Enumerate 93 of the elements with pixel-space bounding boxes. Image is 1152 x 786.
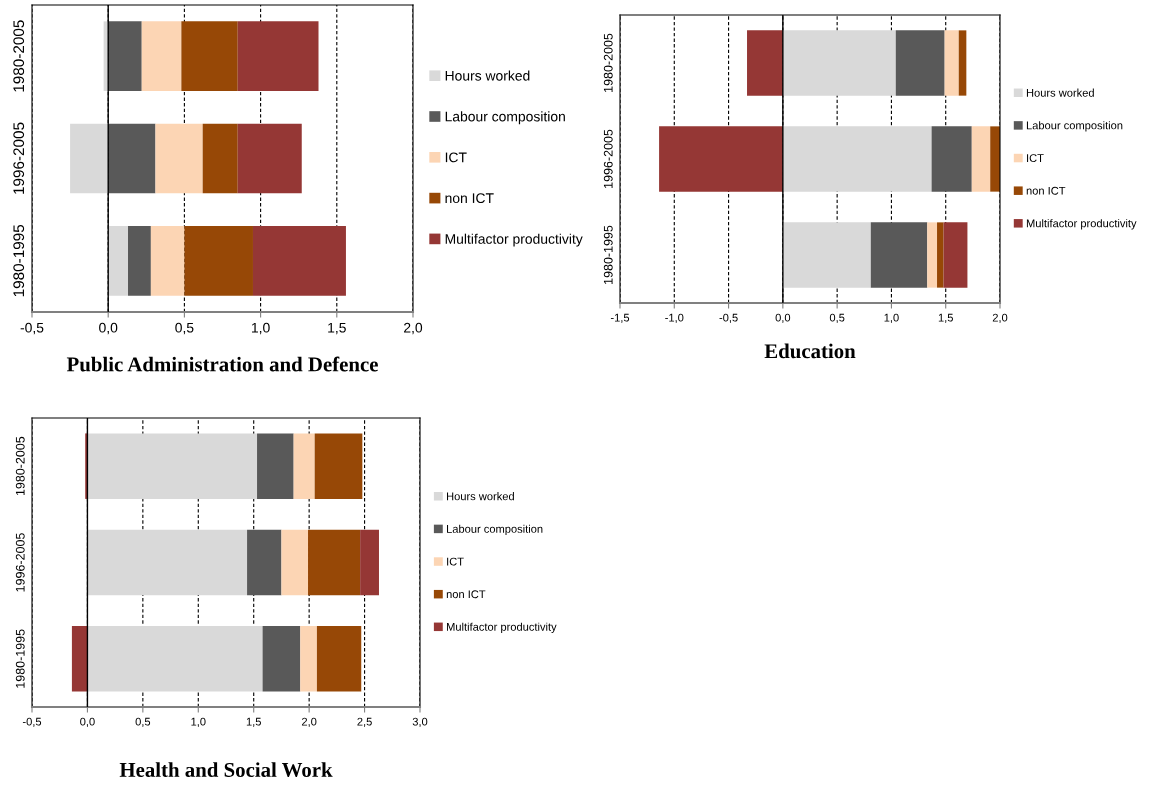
bar (782, 222, 871, 288)
bar (70, 123, 109, 194)
x-tick-label: 2,0 (404, 322, 423, 335)
x-tick-label: 1,5 (246, 717, 261, 727)
x-tick-label: 0,0 (80, 717, 95, 727)
x-tick-label: -0,5 (22, 717, 42, 727)
bar (184, 226, 253, 296)
x-tick-label: 1,5 (328, 322, 346, 335)
legend-label: ICT (445, 152, 467, 163)
bar (360, 529, 379, 596)
bar (300, 626, 317, 692)
bar (895, 30, 945, 96)
bar (71, 626, 88, 692)
y-tick-label: 1980-2005 (15, 436, 25, 496)
text: Public Administration and Defence (66, 356, 378, 372)
bar (87, 626, 263, 692)
bar (202, 123, 238, 194)
bar (85, 433, 88, 499)
legend-label: Labour composition (445, 111, 565, 125)
bar (108, 21, 142, 91)
bar (944, 30, 959, 96)
legend-label: ICT (1027, 154, 1044, 163)
bar (990, 126, 1000, 192)
y-tick-label: 1980-1995 (15, 629, 25, 688)
x-tick-label: -0,5 (20, 322, 44, 335)
bar (782, 30, 896, 96)
text: Education (764, 343, 856, 359)
bar (237, 21, 319, 91)
legend-label: Multifactor productivity (1026, 219, 1137, 230)
legend-label: Hours worked (1026, 88, 1094, 97)
bar (782, 126, 932, 192)
legend-label: Labour composition (1026, 121, 1123, 132)
bar (927, 222, 938, 288)
y-tick-label: 1996-2005 (15, 533, 25, 592)
legend-label: Multifactor productivity (447, 622, 557, 633)
bar (870, 222, 928, 288)
bar (971, 126, 991, 192)
bar (141, 21, 182, 91)
legend-label: Multifactor productivity (445, 233, 583, 247)
bar (943, 222, 968, 288)
x-tick-label: 3,0 (412, 717, 428, 727)
bar (314, 433, 363, 499)
x-tick-label: 1,0 (252, 322, 270, 335)
bar (659, 126, 783, 192)
text: Health and Social Work (119, 762, 333, 778)
y-tick-label: 1980-2005 (603, 33, 613, 92)
legend-label: non ICT (1026, 186, 1066, 195)
x-tick-label: 1,5 (938, 313, 953, 323)
x-tick-label: -1,0 (665, 313, 684, 323)
x-tick-label: 0,5 (829, 313, 845, 323)
bar (181, 21, 238, 91)
legend-label: ICT (447, 557, 464, 566)
legend-label: non ICT (445, 193, 494, 204)
bar (252, 226, 346, 296)
bar (281, 529, 309, 596)
legend-label: Labour composition (447, 524, 543, 536)
x-tick-label: 0,5 (135, 717, 151, 727)
bar (108, 123, 156, 194)
bar (237, 123, 302, 194)
bar (150, 226, 185, 296)
x-tick-label: -0,5 (719, 313, 738, 323)
bar (87, 433, 258, 499)
bar (87, 529, 248, 596)
bar (308, 529, 361, 596)
y-tick-label: 1996-2005 (603, 129, 613, 188)
bar (257, 433, 294, 499)
legend-label: Hours worked (445, 70, 530, 81)
bar (937, 222, 944, 288)
x-tick-label: 2,0 (301, 717, 317, 727)
bar (155, 123, 203, 194)
y-tick-label: 1980-1995 (603, 225, 613, 284)
y-tick-label: 1996-2005 (13, 122, 25, 194)
x-tick-label: 2,5 (357, 717, 372, 727)
bar (316, 626, 362, 692)
y-tick-label: 1980-1995 (13, 224, 25, 297)
bar (931, 126, 972, 192)
x-tick-label: 0,0 (775, 313, 791, 323)
bar (262, 626, 301, 692)
bar (293, 433, 315, 499)
x-tick-label: 0,5 (175, 322, 194, 335)
legend-label: non ICT (446, 590, 486, 599)
x-tick-label: 2,0 (992, 313, 1008, 323)
bar (958, 30, 967, 96)
x-tick-label: -1,5 (610, 313, 630, 323)
y-tick-label: 1980-2005 (13, 20, 25, 92)
x-tick-label: 1,0 (884, 313, 899, 323)
legend-label: Hours worked (447, 492, 514, 501)
bar (247, 529, 282, 596)
x-tick-label: 1,0 (191, 717, 206, 727)
bar (128, 226, 151, 296)
bar (747, 30, 783, 96)
x-tick-label: 0,0 (99, 322, 118, 335)
bar (108, 226, 129, 296)
